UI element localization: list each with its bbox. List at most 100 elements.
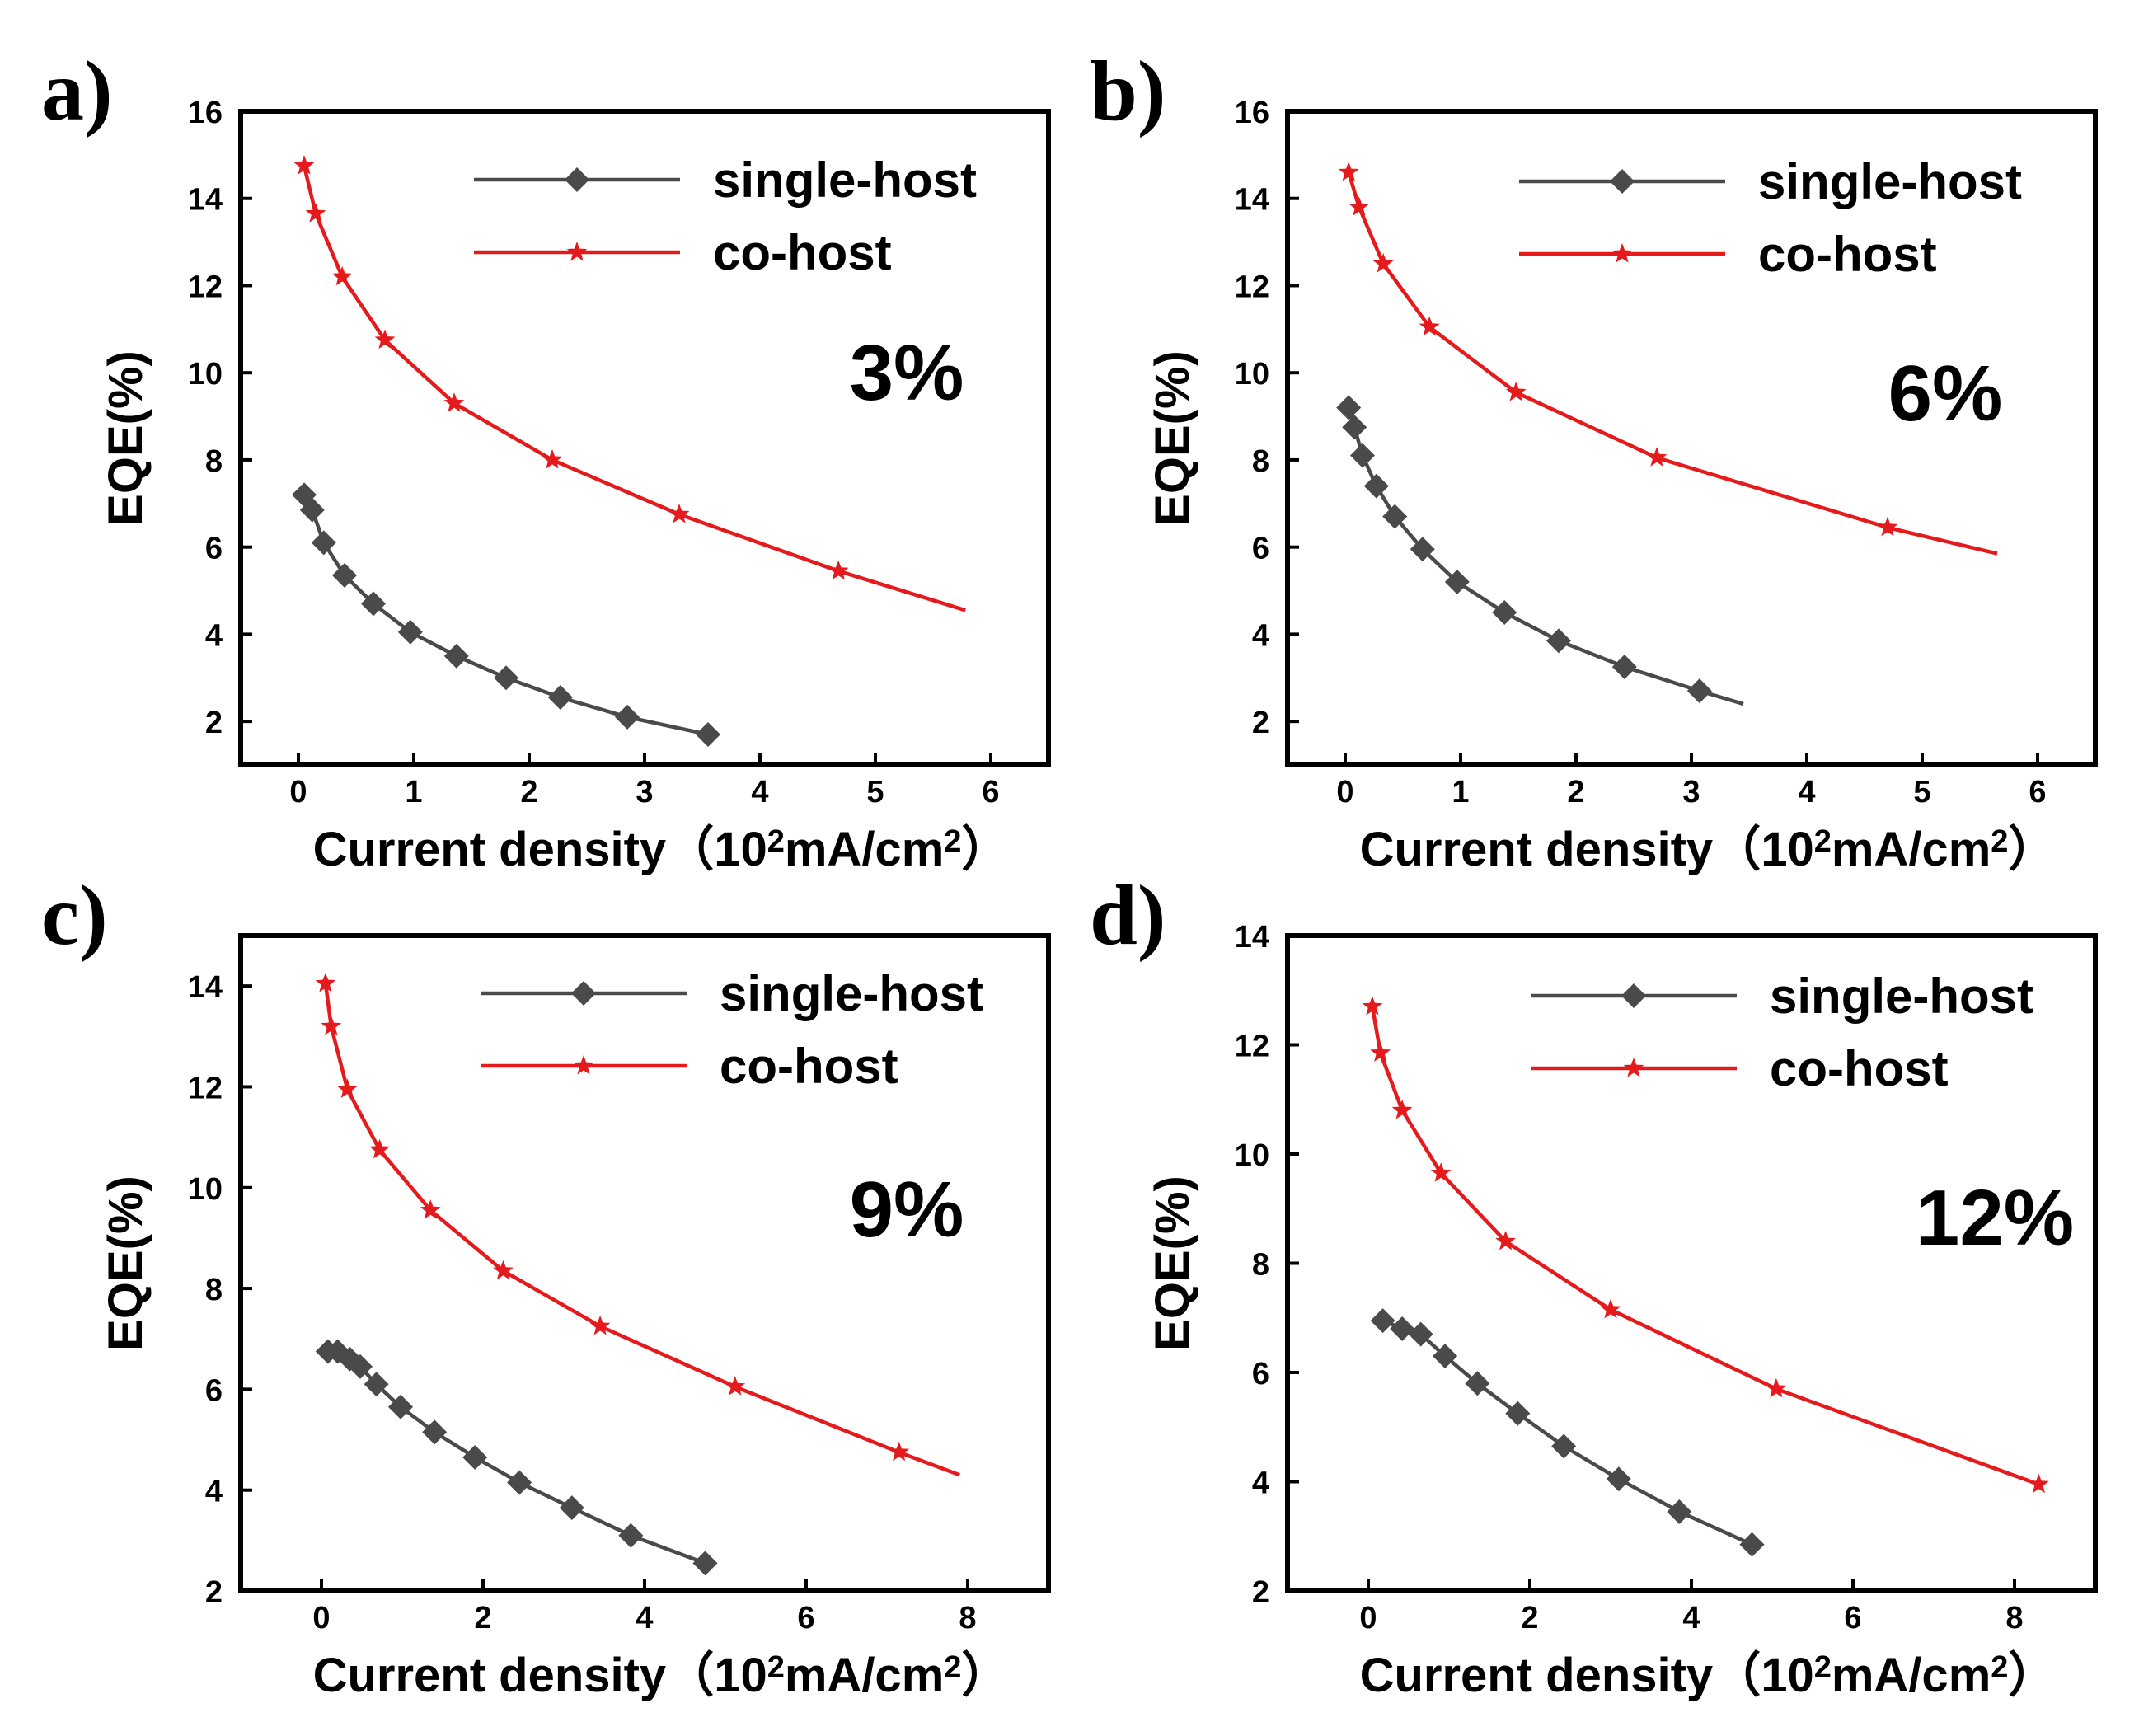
legend-label-co-host: co-host <box>720 1039 898 1094</box>
data-point-co-host <box>420 1199 441 1219</box>
x-axis-title: Current density（102mA/cm2） <box>313 823 1010 876</box>
chart-panel-c: c) 0 2 4 6 8 2 4 6 8 10 12 14 Current density（102mA/c… <box>41 868 1051 1702</box>
data-point-single-host <box>1551 1433 1577 1459</box>
y-tick-label: 8 <box>205 444 223 479</box>
data-point-single-host <box>1546 628 1571 654</box>
data-point-single-host <box>1410 537 1435 562</box>
data-point-single-host <box>462 1444 488 1470</box>
legend-label-single-host: single-host <box>720 966 983 1021</box>
x-tick-label: 5 <box>1913 775 1930 809</box>
y-tick-label: 6 <box>205 1373 223 1408</box>
axis-frame <box>1285 933 2098 1593</box>
x-tick-label: 2 <box>1567 775 1584 809</box>
y-tick-label: 10 <box>1235 1138 1269 1173</box>
data-point-single-host <box>1350 443 1375 468</box>
y-tick-label: 14 <box>1235 183 1269 218</box>
data-point-single-host <box>1408 1321 1433 1347</box>
y-tick-label: 12 <box>1235 270 1269 304</box>
data-point-co-host <box>1349 196 1370 216</box>
y-axis-title: EQE(%) <box>99 1175 152 1351</box>
data-point-co-host <box>1372 253 1394 273</box>
data-point-single-host <box>311 530 336 556</box>
data-point-single-host <box>692 1551 718 1576</box>
data-point-co-host <box>828 560 849 580</box>
y-tick-label: 12 <box>188 1071 223 1105</box>
data-point-co-host <box>305 203 326 223</box>
series-line-single-host <box>1347 406 1744 706</box>
y-tick-label: 14 <box>1235 920 1269 955</box>
data-point-single-host <box>494 665 518 691</box>
legend-label-single-host: single-host <box>713 152 977 208</box>
x-tick-label: 4 <box>1682 1601 1700 1635</box>
series-line-single-host <box>303 494 709 737</box>
data-point-co-host <box>315 973 336 992</box>
data-point-single-host <box>364 1372 389 1397</box>
data-point-co-host <box>542 448 563 469</box>
y-tick-label: 10 <box>188 357 223 392</box>
data-point-co-host <box>1370 1042 1391 1062</box>
y-tick-label: 2 <box>205 706 223 740</box>
legend-label-single-host: single-host <box>1770 969 2033 1024</box>
data-point-co-host <box>1766 1377 1787 1398</box>
concentration-label: 9% <box>850 1166 964 1254</box>
legend: single-host co-host <box>481 966 983 1094</box>
y-tick-label: 4 <box>205 1475 223 1509</box>
y-tick-label: 4 <box>1252 618 1269 653</box>
x-tick-label: 6 <box>2029 775 2046 809</box>
data-point-single-host <box>1342 415 1367 440</box>
y-tick-label: 10 <box>1235 357 1269 392</box>
data-point-co-host <box>1600 1298 1621 1319</box>
data-point-single-host <box>388 1394 414 1419</box>
data-point-co-host <box>1419 316 1440 336</box>
legend: single-host co-host <box>474 152 977 280</box>
x-tick-label: 5 <box>866 775 884 809</box>
x-tick-label: 6 <box>1844 1601 1861 1635</box>
data-point-single-host <box>299 497 325 523</box>
data-point-co-host <box>443 392 465 412</box>
x-axis-title: Current density（102mA/cm2） <box>1360 1649 2057 1702</box>
data-point-single-host <box>507 1470 532 1495</box>
x-axis-title: Current density（102mA/cm2） <box>1360 823 2057 876</box>
y-tick-label: 16 <box>188 96 223 130</box>
legend-marker-co-host <box>566 242 588 261</box>
data-point-co-host <box>889 1441 910 1462</box>
legend-marker-co-host <box>1611 243 1633 263</box>
legend-label-co-host: co-host <box>713 225 892 280</box>
data-point-single-host <box>1686 678 1712 704</box>
data-point-single-host <box>1370 1308 1395 1334</box>
data-point-single-host <box>1444 569 1470 594</box>
x-tick-label: 1 <box>405 775 422 809</box>
data-point-co-host <box>369 1138 390 1159</box>
data-point-co-host <box>1391 1100 1413 1119</box>
x-tick-label: 3 <box>636 775 653 809</box>
legend: single-host co-host <box>1519 154 2022 282</box>
chart-panel-d: d) 0 2 4 6 8 2 4 6 8 10 12 14 Current density（102mA/c… <box>1090 868 2098 1702</box>
y-axis-title: EQE(%) <box>1146 1175 1199 1351</box>
legend-marker-single-host <box>565 167 589 192</box>
data-point-single-host <box>559 1495 584 1521</box>
data-point-single-host <box>443 643 469 669</box>
data-point-single-host <box>1390 1316 1415 1341</box>
data-point-single-host <box>615 704 640 730</box>
x-tick-label: 6 <box>982 775 999 809</box>
series-line-co-host <box>323 983 960 1477</box>
concentration-label: 12% <box>1916 1174 2074 1262</box>
legend-label-co-host: co-host <box>1758 227 1937 282</box>
data-point-co-host <box>1430 1162 1452 1182</box>
data-point-single-host <box>1667 1499 1692 1524</box>
data-point-single-host <box>332 563 357 589</box>
data-point-co-host <box>374 329 396 350</box>
data-point-single-host <box>422 1419 448 1445</box>
data-point-co-host <box>1362 996 1383 1016</box>
x-tick-label: 2 <box>1521 1601 1538 1635</box>
legend-marker-single-host <box>1610 169 1635 194</box>
y-tick-label: 6 <box>1252 532 1269 566</box>
y-tick-label: 10 <box>188 1172 223 1207</box>
x-tick-label: 8 <box>2005 1601 2023 1635</box>
x-tick-label: 0 <box>1359 1601 1377 1635</box>
x-axis-title: Current density（102mA/cm2） <box>313 1649 1010 1702</box>
data-point-co-host <box>2029 1473 2049 1494</box>
